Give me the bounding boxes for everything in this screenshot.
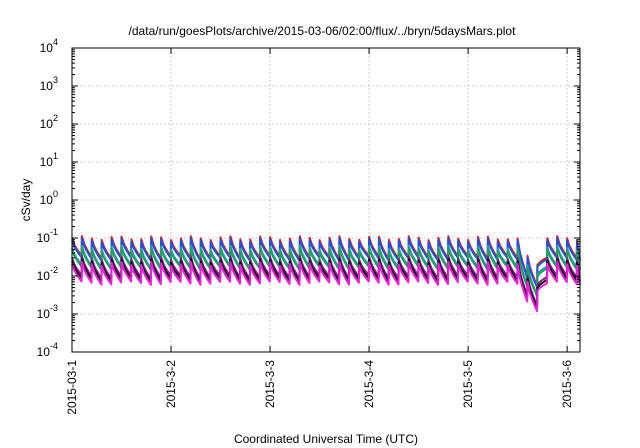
y-tick-label: 10-4 [37,341,58,359]
x-tick-label: 2015-3-6 [560,360,574,408]
y-tick-label: 100 [40,189,58,207]
x-tick-label: 2015-3-2 [164,360,178,408]
x-tick-label: 2015-3-5 [461,360,475,408]
y-tick-label: 10-3 [37,303,58,321]
x-tick-label: 2015-3-3 [263,360,277,408]
series-line [71,260,581,313]
y-tick-label: 101 [40,151,58,169]
x-axis-label: Coordinated Universal Time (UTC) [234,432,418,446]
axis-ticks [71,47,580,353]
y-tick-label: 104 [40,37,58,55]
series-layer [71,235,581,313]
x-tick-label: 2015-03-1 [65,360,79,415]
chart-title: /data/run/goesPlots/archive/2015-03-06/0… [129,24,517,38]
y-tick-label: 10-2 [37,265,58,283]
grid [72,48,580,352]
y-tick-labels: 10-4 10-3 10-2 10-1 100 101 102 103 104 [37,37,58,359]
x-tick-labels: 2015-03-1 2015-3-2 2015-3-3 2015-3-4 2015-3-… [65,360,574,415]
y-tick-label: 10-1 [37,227,58,245]
y-axis-label: cSv/day [19,179,33,222]
y-tick-label: 103 [40,75,58,93]
x-tick-label: 2015-3-4 [362,360,376,408]
y-tick-label: 102 [40,113,58,131]
